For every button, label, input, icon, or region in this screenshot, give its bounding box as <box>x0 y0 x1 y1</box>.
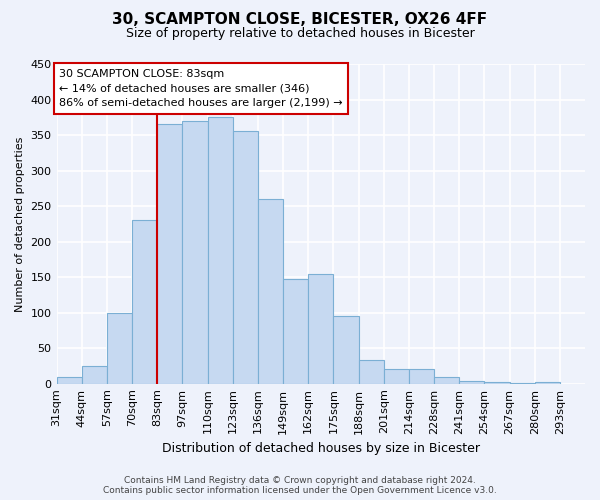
Bar <box>283 278 308 384</box>
Text: 30 SCAMPTON CLOSE: 83sqm
← 14% of detached houses are smaller (346)
86% of semi-: 30 SCAMPTON CLOSE: 83sqm ← 14% of detach… <box>59 69 343 108</box>
Bar <box>82 366 107 384</box>
Bar <box>459 381 484 384</box>
Bar <box>535 382 560 384</box>
Text: 30, SCAMPTON CLOSE, BICESTER, OX26 4FF: 30, SCAMPTON CLOSE, BICESTER, OX26 4FF <box>112 12 488 28</box>
Text: Contains HM Land Registry data © Crown copyright and database right 2024.
Contai: Contains HM Land Registry data © Crown c… <box>103 476 497 495</box>
Y-axis label: Number of detached properties: Number of detached properties <box>15 136 25 312</box>
Bar <box>182 121 208 384</box>
Bar <box>409 369 434 384</box>
Bar <box>334 316 359 384</box>
Bar <box>484 382 509 384</box>
Bar <box>157 124 182 384</box>
Bar <box>359 360 383 384</box>
Text: Size of property relative to detached houses in Bicester: Size of property relative to detached ho… <box>125 28 475 40</box>
Bar <box>509 383 535 384</box>
Bar <box>233 132 258 384</box>
Bar <box>107 312 132 384</box>
Bar <box>132 220 157 384</box>
Bar <box>434 376 459 384</box>
Bar <box>56 376 82 384</box>
Bar <box>208 118 233 384</box>
Bar <box>258 199 283 384</box>
Bar <box>383 369 409 384</box>
Bar <box>308 274 334 384</box>
X-axis label: Distribution of detached houses by size in Bicester: Distribution of detached houses by size … <box>162 442 480 455</box>
